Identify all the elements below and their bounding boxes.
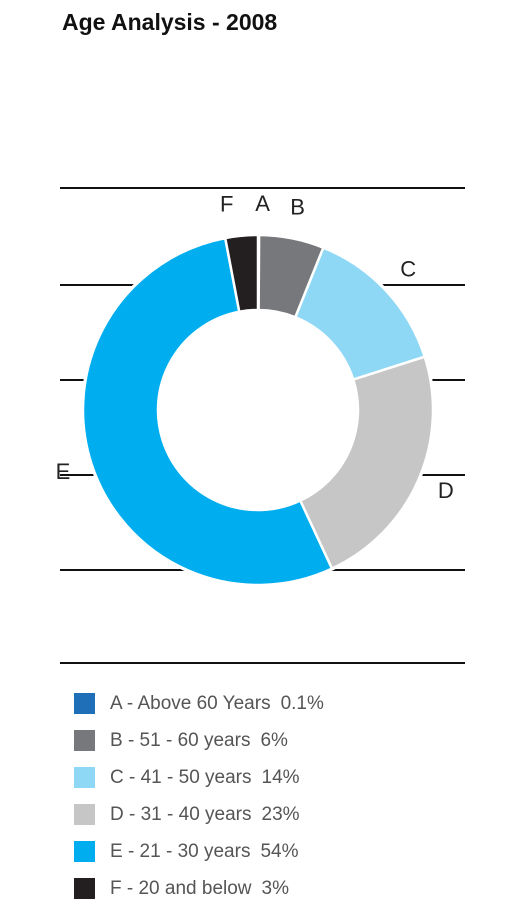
legend-text: A - Above 60 Years 0.1% <box>110 693 324 714</box>
legend-label: E - 21 - 30 years <box>110 841 250 862</box>
slice-label: C <box>400 256 416 281</box>
chart-title: Age Analysis - 2008 <box>62 9 277 35</box>
legend-swatch <box>74 730 95 751</box>
legend-label: F - 20 and below <box>110 878 252 899</box>
slice-label: B <box>290 195 305 220</box>
legend-value: 0.1% <box>281 693 324 714</box>
legend-value: 6% <box>260 730 288 751</box>
legend-value: 54% <box>260 841 298 862</box>
legend-text: C - 41 - 50 years 14% <box>110 767 300 788</box>
legend-text: E - 21 - 30 years 54% <box>110 841 299 862</box>
legend-text: D - 31 - 40 years 23% <box>110 804 300 825</box>
slice-label: D <box>438 478 454 503</box>
legend-swatch <box>74 878 95 899</box>
donut-slice <box>81 236 334 587</box>
legend-swatch <box>74 804 95 825</box>
legend-value: 3% <box>262 878 290 899</box>
legend-text: F - 20 and below 3% <box>110 878 289 899</box>
legend-value: 23% <box>262 804 300 825</box>
legend-value: 14% <box>262 767 300 788</box>
legend-swatch <box>74 693 95 714</box>
slice-label: F <box>220 192 233 217</box>
donut-slice <box>298 355 435 571</box>
legend-swatch <box>74 767 95 788</box>
legend-text: B - 51 - 60 years 6% <box>110 730 288 751</box>
donut-slice <box>223 233 260 314</box>
legend-label: B - 51 - 60 years <box>110 730 250 751</box>
legend-label: D - 31 - 40 years <box>110 804 252 825</box>
legend-label: C - 41 - 50 years <box>110 767 252 788</box>
legend-swatch <box>74 841 95 862</box>
legend-label: A - Above 60 Years <box>110 693 271 714</box>
slice-label: E <box>56 459 71 484</box>
slice-label: A <box>255 191 270 216</box>
